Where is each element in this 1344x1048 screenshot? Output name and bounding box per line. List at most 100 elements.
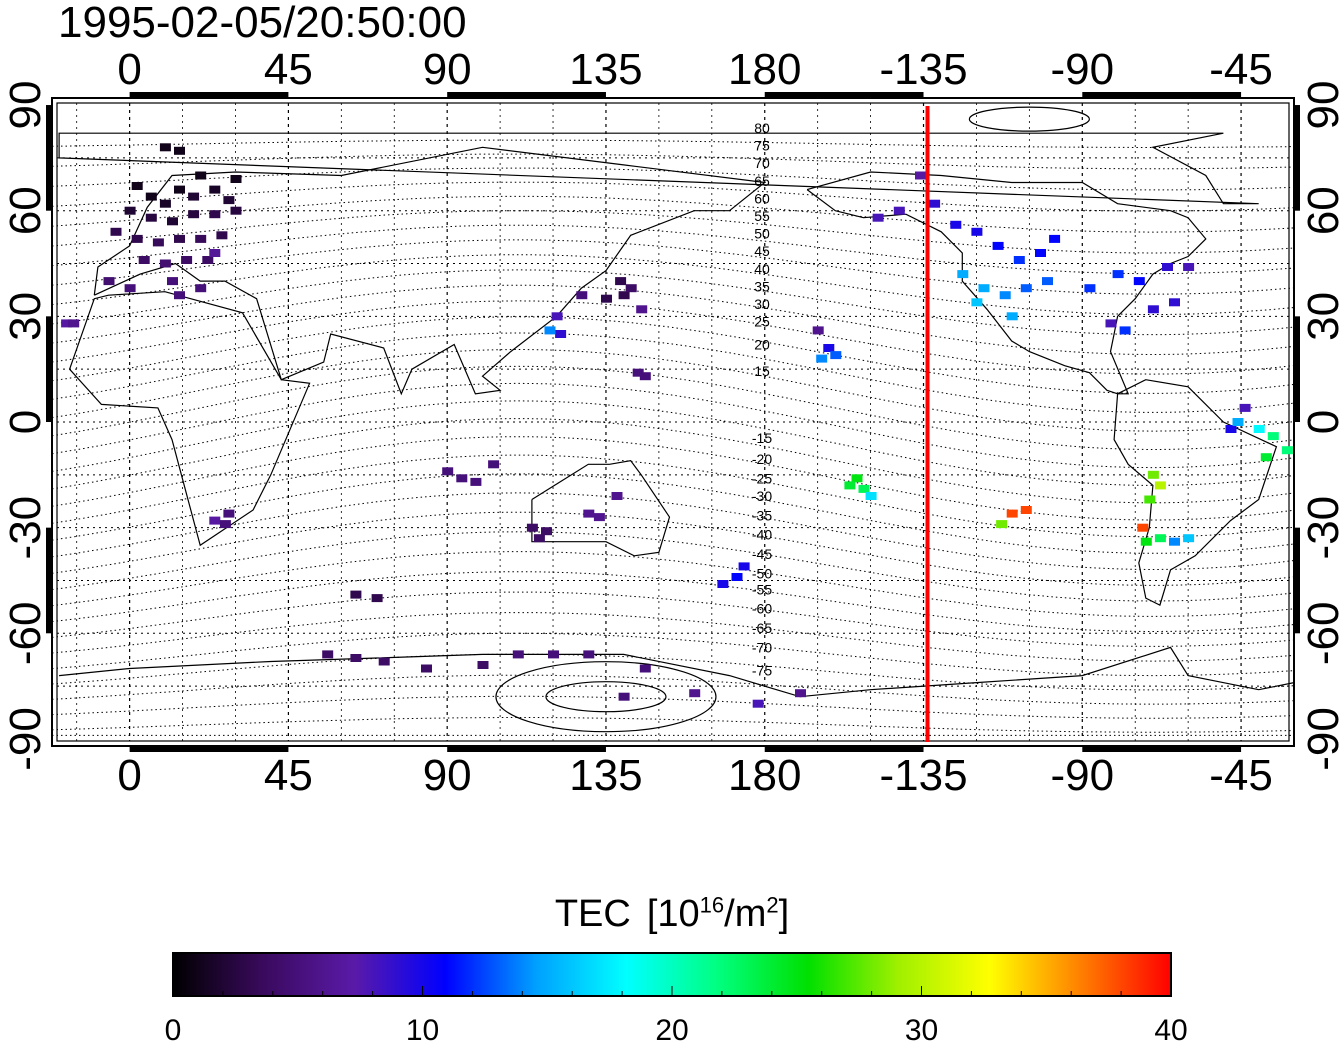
- tec-points: [61, 143, 1293, 708]
- tec-point: [421, 664, 432, 673]
- contour-value-label: 55: [754, 208, 770, 224]
- tec-point: [795, 689, 806, 698]
- tec-point: [996, 520, 1008, 529]
- tec-point: [526, 523, 538, 532]
- tec-point: [618, 291, 630, 300]
- coastline: [531, 460, 671, 557]
- top-tick-bar: [129, 92, 289, 98]
- tec-point: [752, 699, 764, 708]
- tec-point: [378, 657, 390, 666]
- tec-point: [1006, 509, 1018, 518]
- tec-point: [1049, 234, 1061, 243]
- tec-point: [1225, 425, 1237, 433]
- contour-line: [51, 210, 1295, 254]
- tec-point: [851, 474, 863, 483]
- contour-ellipse: [545, 681, 667, 713]
- bottom-tick-bar: [447, 746, 606, 752]
- contour-ellipse: [495, 661, 717, 733]
- tec-point: [159, 199, 171, 208]
- contour-value-label: -70: [752, 639, 772, 655]
- y-tick-label-left: 0: [1, 410, 50, 434]
- tec-point: [1147, 305, 1159, 314]
- tec-point: [145, 213, 157, 222]
- y-tick-label-left: 30: [1, 292, 50, 341]
- y-tick-label-right: -30: [1299, 496, 1344, 560]
- plot-area: [51, 97, 1295, 747]
- tec-point: [611, 492, 623, 500]
- tec-point: [1281, 446, 1293, 455]
- contour-value-label: -40: [752, 527, 772, 543]
- tec-point: [1232, 418, 1244, 426]
- tec-point: [812, 326, 824, 335]
- colorbar: 0 10 20 30 40: [165, 952, 1188, 1047]
- contour-line: [51, 531, 1295, 602]
- tec-point: [1154, 534, 1166, 543]
- left-tick-bar: [46, 105, 52, 211]
- x-tick-label-top: -45: [1209, 45, 1273, 94]
- tec-point: [971, 298, 983, 307]
- left-tick-bar: [46, 527, 52, 634]
- top-tick-bar: [764, 92, 924, 98]
- tec-point: [601, 294, 612, 303]
- x-tick-label-top: -90: [1050, 45, 1114, 94]
- contour-value-label: 80: [754, 120, 770, 136]
- tec-point: [195, 234, 207, 243]
- tec-point: [978, 284, 990, 293]
- tec-point: [731, 573, 743, 581]
- x-tick-label-top: 180: [728, 45, 801, 94]
- tec-point: [1137, 523, 1149, 532]
- contour-value-label: 15: [754, 363, 770, 379]
- tec-point: [999, 291, 1011, 300]
- tec-point: [1105, 319, 1117, 328]
- contour-line: [51, 632, 1295, 677]
- tec-point: [844, 481, 856, 490]
- tec-point: [1239, 403, 1251, 412]
- x-tick-label-top: 45: [264, 45, 313, 94]
- contour-line: [51, 717, 1295, 733]
- tec-point: [632, 368, 644, 377]
- tec-point: [223, 196, 235, 205]
- right-tick-bar: [1294, 527, 1300, 634]
- tec-point: [1260, 453, 1272, 462]
- y-tick-label-right: 0: [1299, 410, 1344, 434]
- tec-point: [872, 213, 884, 222]
- x-tick-label-top: 90: [423, 45, 472, 94]
- tec-point: [216, 231, 228, 240]
- contour-value-label: 75: [754, 138, 770, 154]
- coastline: [806, 171, 1207, 395]
- x-tick-label-top: 135: [569, 45, 642, 94]
- tec-point: [816, 354, 828, 363]
- tec-point: [488, 460, 500, 469]
- y-tick-label-right: -60: [1299, 602, 1344, 666]
- colorbar-title: TEC [1016/m2]: [0, 892, 1344, 936]
- contour-value-label: -15: [752, 430, 772, 446]
- tec-point: [131, 234, 143, 243]
- tec-point: [470, 477, 482, 486]
- contour-line: [51, 239, 1295, 295]
- tec-point: [103, 277, 115, 286]
- contour-value-label: -50: [752, 565, 772, 581]
- contour-value-label: 25: [754, 314, 770, 330]
- coastline: [93, 146, 767, 396]
- tec-point: [555, 330, 567, 338]
- contour-value-label: -20: [752, 451, 772, 467]
- tec-point: [593, 513, 605, 522]
- colorbar-tick-label: 40: [1154, 1014, 1187, 1047]
- colorbar-label: TEC: [554, 892, 631, 935]
- tec-point: [1112, 270, 1124, 279]
- tec-point: [1006, 312, 1018, 321]
- axis-labels: 0045459090135135180180-135-135-90-90-45-…: [1, 45, 1344, 800]
- contour-line: [51, 181, 1295, 212]
- colorbar-tick-label: 0: [165, 1014, 182, 1047]
- contour-value-label: 20: [754, 337, 770, 353]
- tec-point: [625, 284, 637, 293]
- tec-point: [971, 227, 983, 236]
- contour-value-label: -75: [752, 662, 772, 678]
- tec-point: [195, 171, 207, 180]
- tec-point: [636, 305, 648, 314]
- tec-point: [1154, 481, 1166, 490]
- contour-value-label: -65: [752, 620, 772, 636]
- tec-point: [350, 654, 362, 662]
- tec-point: [1119, 326, 1131, 335]
- tec-point: [1013, 256, 1025, 264]
